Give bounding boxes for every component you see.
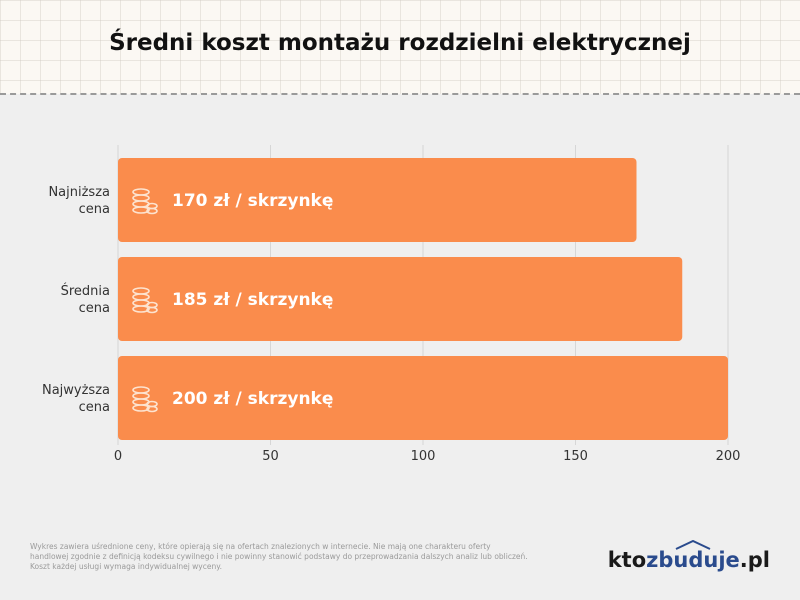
category-label: Średnia cena <box>61 283 110 316</box>
x-tick-label: 50 <box>262 449 279 464</box>
logo-part-pl: .pl <box>739 548 770 572</box>
data-label: 200 zł / skrzynkę <box>172 389 333 409</box>
coins-icon <box>132 188 158 215</box>
coins-icon <box>132 386 158 413</box>
category-label: Najwyższa cena <box>42 383 110 415</box>
data-label: 170 zł / skrzynkę <box>172 191 333 211</box>
chart-title: Średni koszt montażu rozdzielni elektryc… <box>109 30 691 56</box>
logo-part-zbuduje: zbuduje <box>646 548 740 572</box>
category-label: Najniższa cena <box>48 185 110 217</box>
x-tick-label: 200 <box>716 449 741 464</box>
x-tick-label: 100 <box>411 449 436 464</box>
logo-part-kto: kto <box>607 548 647 572</box>
x-tick-label: 0 <box>114 449 122 464</box>
header-divider <box>0 93 800 95</box>
footnote: Wykres zawiera uśrednione ceny, które op… <box>30 542 528 571</box>
coins-icon <box>132 287 158 314</box>
bar <box>118 158 637 242</box>
bar <box>118 257 683 341</box>
brand-logo[interactable]: kto zbuduje.pl <box>607 540 770 572</box>
house-roof-icon <box>675 540 711 550</box>
bar <box>118 356 728 440</box>
header-background <box>0 0 800 94</box>
data-label: 185 zł / skrzynkę <box>172 290 333 310</box>
x-tick-label: 150 <box>563 449 588 464</box>
